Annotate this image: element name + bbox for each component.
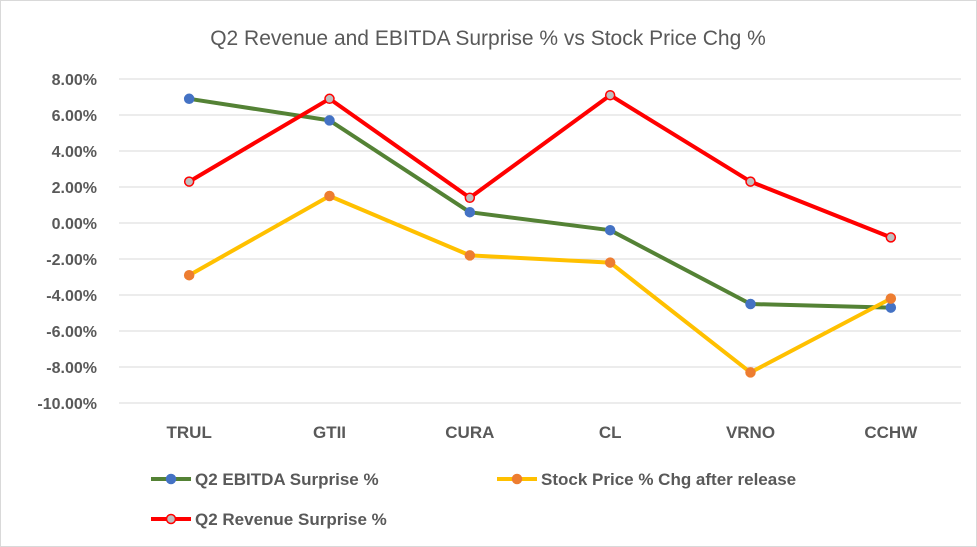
y-tick-label: 4.00%: [52, 144, 97, 161]
legend-label: Q2 EBITDA Surprise %: [195, 470, 379, 489]
y-axis-ticks: 8.00% 6.00% 4.00% 2.00% 0.00% -2.00% -4.00% -6.…: [37, 72, 97, 413]
data-point: [604, 224, 616, 236]
y-tick-label: -6.00%: [46, 324, 97, 341]
data-point: [604, 257, 616, 268]
legend-item: Q2 Revenue Surprise %: [151, 510, 387, 529]
data-point: [464, 192, 476, 204]
x-tick-label: GTII: [313, 423, 346, 442]
chart-title: Q2 Revenue and EBITDA Surprise % vs Stoc…: [210, 27, 766, 50]
series-line: [187, 194, 893, 375]
y-tick-label: 0.00%: [52, 216, 97, 233]
data-point: [324, 115, 335, 126]
legend-item: Stock Price % Chg after release: [497, 470, 796, 489]
data-point: [183, 176, 195, 187]
data-point: [324, 190, 335, 202]
series-2: [183, 89, 897, 243]
data-point: [885, 232, 897, 243]
y-tick-label: -8.00%: [46, 360, 97, 377]
y-tick-label: -10.00%: [37, 396, 97, 413]
series-line: [187, 93, 893, 240]
data-point: [183, 269, 195, 281]
x-tick-label: CURA: [445, 423, 494, 442]
legend: Q2 EBITDA Surprise % Stock Price % Chg af…: [151, 470, 796, 529]
x-tick-label: CL: [599, 423, 622, 442]
legend-swatch-marker: [511, 473, 523, 485]
x-axis-ticks: TRUL GTII CURA CL VRNO CCHW: [167, 423, 919, 442]
legend-label: Stock Price % Chg after release: [541, 470, 796, 489]
y-tick-label: 8.00%: [52, 72, 97, 89]
data-point: [324, 93, 335, 105]
gridlines: [119, 78, 961, 404]
data-point: [183, 93, 195, 105]
y-tick-label: 6.00%: [52, 108, 97, 125]
data-point: [745, 367, 756, 378]
data-point: [464, 250, 476, 261]
y-tick-label: -2.00%: [46, 252, 97, 269]
x-tick-label: TRUL: [167, 423, 212, 442]
data-point: [464, 206, 476, 218]
y-tick-label: -4.00%: [46, 288, 97, 305]
legend-swatch-marker: [165, 473, 177, 485]
series-1: [183, 190, 897, 378]
data-point: [604, 89, 616, 101]
data-point: [885, 302, 897, 313]
data-point: [745, 298, 756, 310]
series-line: [187, 96, 893, 310]
data-point: [885, 293, 897, 304]
legend-swatch-marker: [165, 513, 177, 525]
y-tick-label: 2.00%: [52, 180, 97, 197]
legend-label: Q2 Revenue Surprise %: [195, 510, 387, 529]
series-0: [183, 93, 897, 313]
x-tick-label: VRNO: [726, 423, 775, 442]
series-lines: [183, 89, 897, 378]
data-point: [745, 176, 756, 187]
x-tick-label: CCHW: [864, 423, 918, 442]
legend-item: Q2 EBITDA Surprise %: [151, 470, 379, 489]
